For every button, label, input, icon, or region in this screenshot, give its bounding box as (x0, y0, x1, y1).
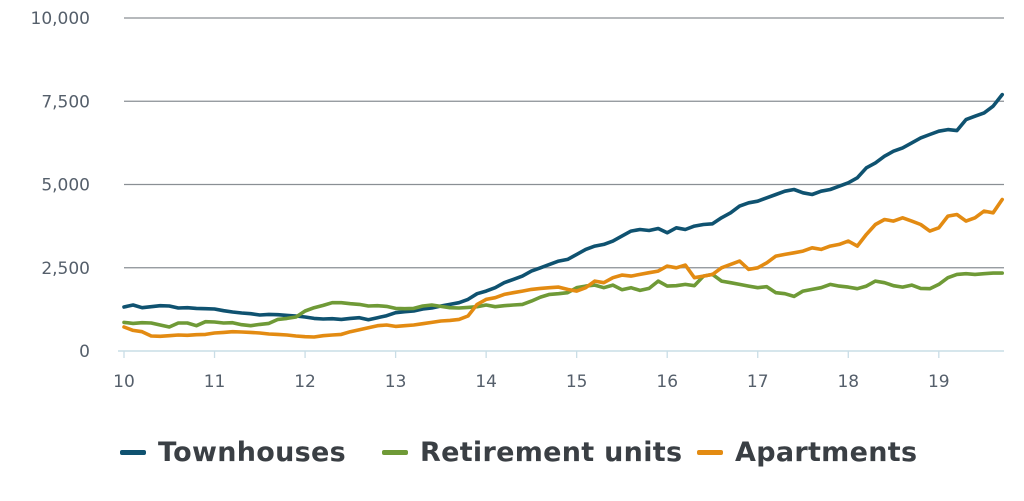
gridlines (124, 17, 1004, 269)
x-tick-label: 14 (475, 372, 497, 392)
x-tick-label: 11 (204, 372, 226, 392)
legend-swatch-retirement-units (382, 449, 408, 455)
y-tick-label: 5,000 (41, 176, 90, 196)
series-lines (122, 92, 1004, 339)
series-line-townhouses (122, 92, 1004, 322)
y-tick-label: 10,000 (31, 9, 90, 29)
y-tick-label: 0 (79, 342, 90, 362)
legend-item-apartments: Apartments (697, 430, 917, 474)
series-line-apartments (122, 197, 1004, 339)
line-chart: 0 2,500 5,000 7,500 10,000 10 11 12 13 14 15 16 17 18… (31, 9, 1004, 392)
legend-item-townhouses: Townhouses (120, 430, 346, 474)
legend-item-retirement-units: Retirement units (382, 430, 682, 474)
legend-label-apartments: Apartments (735, 436, 918, 468)
x-tick-label: 17 (747, 372, 769, 392)
axes: 0 2,500 5,000 7,500 10,000 10 11 12 13 14 15 16 17 18… (31, 9, 1004, 392)
x-tick-label: 16 (656, 372, 678, 392)
x-tick-label: 19 (928, 372, 950, 392)
y-tick-label: 2,500 (41, 259, 90, 279)
legend: Townhouses Retirement units Apartments (0, 430, 1024, 474)
y-tick-label: 7,500 (41, 92, 90, 112)
x-tick-label: 12 (294, 372, 316, 392)
x-tick-label: 15 (566, 372, 588, 392)
x-tick-label: 10 (113, 372, 135, 392)
x-tick-label: 13 (385, 372, 407, 392)
legend-label-retirement-units: Retirement units (420, 436, 683, 468)
legend-label-townhouses: Townhouses (158, 436, 346, 468)
legend-swatch-townhouses (120, 449, 146, 455)
legend-swatch-apartments (697, 449, 723, 455)
x-tick-label: 18 (837, 372, 859, 392)
series-line-retirement-units (122, 271, 1004, 329)
